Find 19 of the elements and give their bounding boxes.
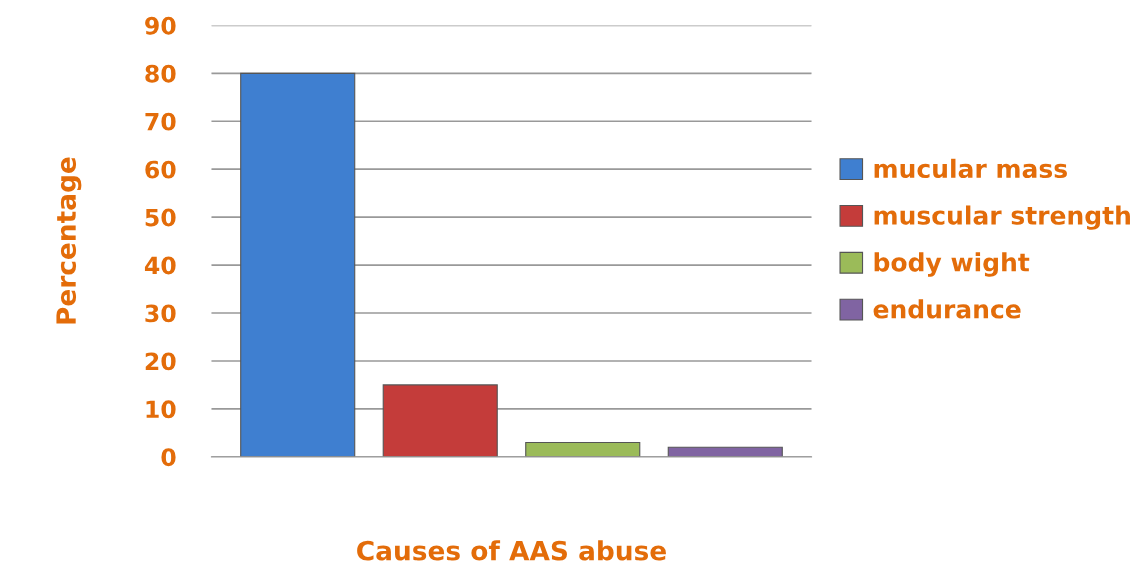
x-axis-title: Causes of AAS abuse xyxy=(357,540,666,561)
y-tick-label: 50 xyxy=(145,208,176,227)
y-tick-label: 70 xyxy=(145,112,176,131)
y-tick-label: 10 xyxy=(146,400,176,419)
y-tick-label: 80 xyxy=(145,64,176,83)
bar xyxy=(382,384,498,457)
legend-label: body wight xyxy=(874,252,1030,277)
legend-label: endurance xyxy=(873,299,1021,319)
legend-label: mucular mass xyxy=(874,158,1067,179)
y-tick-label: 30 xyxy=(145,304,176,323)
y-tick-label: 60 xyxy=(145,160,176,179)
y-tick-label: 40 xyxy=(144,256,176,275)
y-tick-label: 90 xyxy=(145,16,176,35)
y-axis-title: Percentage xyxy=(56,157,82,324)
y-tick-label: 0 xyxy=(161,448,176,467)
y-tick-label: 20 xyxy=(145,352,176,371)
bar xyxy=(525,441,641,457)
legend-label: muscular strength xyxy=(874,205,1130,230)
bar xyxy=(240,72,356,457)
